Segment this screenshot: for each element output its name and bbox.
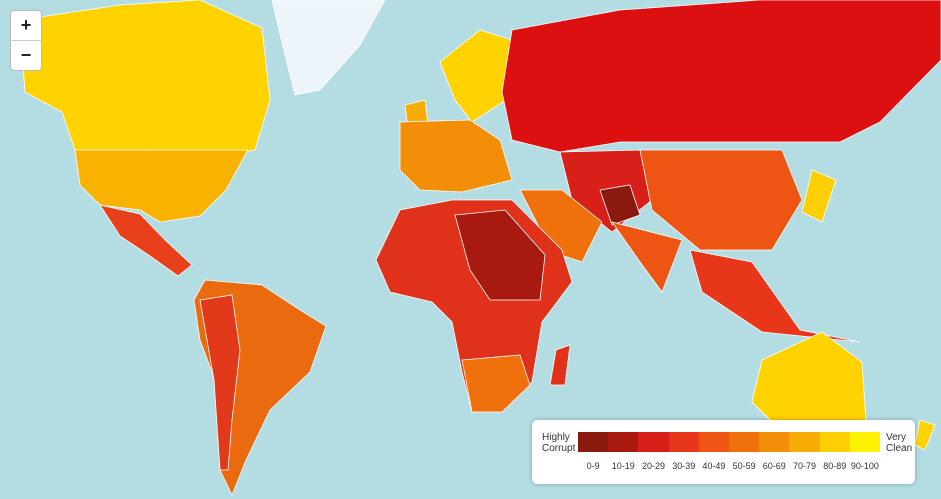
legend-swatch bbox=[789, 432, 820, 452]
sahel bbox=[454, 209, 546, 301]
southeast-asia bbox=[689, 249, 861, 343]
legend-bin-label: 60-69 bbox=[762, 461, 786, 471]
legend: Highly Corrupt Very Clean 0-9 10-19 20-29 3… bbox=[532, 420, 915, 484]
scandinavia bbox=[439, 29, 513, 123]
zoom-controls: + − bbox=[10, 10, 42, 71]
legend-bar bbox=[578, 432, 881, 452]
zoom-out-button[interactable]: − bbox=[11, 40, 41, 70]
legend-bin-label: 50-59 bbox=[732, 461, 756, 471]
legend-bin-label: 20-29 bbox=[641, 461, 666, 471]
india bbox=[611, 221, 683, 293]
new-zealand bbox=[914, 419, 936, 451]
europe bbox=[399, 119, 513, 193]
legend-swatch bbox=[849, 432, 881, 452]
legend-swatch bbox=[638, 432, 669, 452]
legend-high-label: Very Clean bbox=[886, 432, 913, 454]
central-america bbox=[99, 204, 193, 277]
andes bbox=[199, 294, 241, 471]
legend-swatch bbox=[668, 432, 699, 452]
legend-low-label: Highly Corrupt bbox=[542, 432, 576, 454]
legend-bin-label: 10-19 bbox=[611, 461, 635, 471]
legend-swatch bbox=[578, 432, 609, 452]
southern-africa bbox=[461, 354, 531, 413]
russia bbox=[501, 0, 941, 153]
legend-swatch bbox=[698, 432, 730, 452]
legend-bin-label: 80-89 bbox=[823, 461, 847, 471]
legend-bin-label: 70-79 bbox=[793, 461, 817, 471]
legend-bin-label: 30-39 bbox=[672, 461, 696, 471]
madagascar bbox=[549, 344, 571, 386]
legend-bin-labels: 0-9 10-19 20-29 30-39 40-49 50-59 60-69 70-79 80… bbox=[578, 457, 880, 471]
canada bbox=[19, 0, 271, 159]
greenland bbox=[271, 0, 386, 96]
legend-swatch bbox=[608, 432, 639, 452]
zoom-in-button[interactable]: + bbox=[20, 15, 32, 35]
legend-bin-label: 40-49 bbox=[702, 461, 726, 471]
china bbox=[639, 149, 803, 251]
legend-bin-label: 90-100 bbox=[850, 461, 879, 471]
legend-bin-label: 0-9 bbox=[586, 461, 600, 471]
legend-swatch bbox=[819, 432, 850, 452]
afghanistan bbox=[599, 184, 641, 226]
japan bbox=[801, 169, 837, 223]
legend-swatch bbox=[759, 432, 790, 452]
legend-swatch bbox=[729, 432, 760, 452]
usa bbox=[74, 149, 249, 223]
